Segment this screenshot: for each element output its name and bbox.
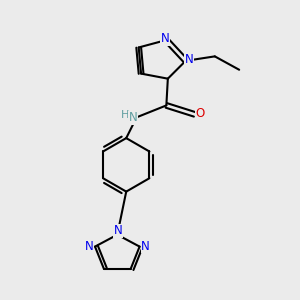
Text: N: N [185, 53, 194, 66]
Text: N: N [161, 32, 170, 45]
Text: N: N [85, 239, 93, 253]
Text: N: N [114, 224, 123, 237]
Text: N: N [129, 111, 137, 124]
Text: H: H [121, 110, 130, 120]
Text: N: N [141, 239, 150, 253]
Text: O: O [195, 107, 205, 120]
